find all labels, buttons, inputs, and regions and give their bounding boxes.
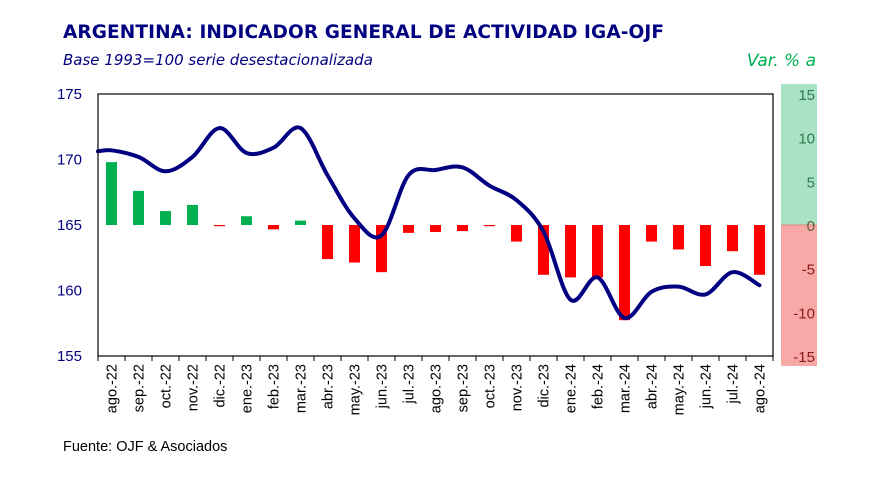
- x-axis: ago.-22 sep.-22 oct.-22 nov.-22 dic.-22 ene.-…: [97, 356, 774, 415]
- x-tick-label: ago.-22: [105, 364, 121, 413]
- bar: [457, 225, 468, 232]
- bar: [322, 225, 333, 260]
- bar: [241, 216, 252, 225]
- right-axis-band: [781, 84, 817, 366]
- right-tick-label: 10: [798, 131, 815, 148]
- bar: [133, 190, 144, 225]
- x-tick-label: dic.-23: [537, 364, 553, 408]
- x-tick-label: ene.-23: [240, 364, 256, 413]
- bar: [106, 162, 117, 225]
- x-tick-label: jun.-24: [699, 364, 715, 409]
- bar: [565, 225, 576, 278]
- x-tick-label: abr.-24: [645, 364, 661, 409]
- bar: [160, 211, 171, 225]
- left-tick-label: 170: [57, 152, 82, 169]
- left-tick-label: 165: [57, 217, 82, 234]
- band-negative: [781, 225, 817, 366]
- chart-title: ARGENTINA: INDICADOR GENERAL DE ACTIVIDA…: [63, 22, 665, 43]
- x-tick-label: dic.-22: [213, 364, 229, 408]
- x-tick-label: abr.-23: [321, 364, 337, 409]
- x-tick-label: sep.-23: [456, 364, 472, 412]
- right-tick-label: 15: [798, 87, 815, 104]
- bar: [295, 220, 306, 225]
- x-tick-label: feb.-24: [591, 364, 607, 409]
- left-tick-label: 155: [57, 348, 82, 365]
- x-tick-label: ene.-24: [564, 364, 580, 413]
- x-tick-label: oct.-23: [483, 364, 499, 408]
- right-tick-label: -15: [793, 349, 815, 366]
- chart-subtitle: Base 1993=100 serie desestacionalizada: [63, 51, 373, 69]
- x-tick-label: ago.-23: [429, 364, 445, 413]
- bar: [592, 225, 603, 278]
- source-note: Fuente: OJF & Asociados: [63, 439, 228, 455]
- bar: [511, 225, 522, 242]
- x-tick-label: mar.-24: [618, 364, 634, 413]
- x-tick-label: nov.-23: [510, 364, 526, 411]
- right-tick-label: -10: [793, 305, 815, 322]
- bar: [214, 225, 225, 227]
- x-tick-label: may.-23: [348, 364, 364, 415]
- x-tick-label: feb.-23: [267, 364, 283, 409]
- line-series: [96, 125, 762, 321]
- x-tick-label: oct.-22: [159, 364, 175, 408]
- x-tick-label: jul.-24: [726, 364, 742, 405]
- right-tick-label: -5: [802, 262, 815, 279]
- bar: [484, 225, 495, 227]
- right-tick-label: 0: [807, 218, 815, 235]
- left-axis-ticks: 175 170 165 160 155: [57, 86, 82, 365]
- bar-series: [106, 162, 765, 321]
- bar: [376, 225, 387, 273]
- right-axis-title: Var. % a: [746, 51, 816, 71]
- bar: [727, 225, 738, 252]
- bar: [187, 204, 198, 225]
- x-tick-label: may.-24: [672, 364, 688, 415]
- bar: [430, 225, 441, 232]
- x-tick-label: jun.-23: [375, 364, 391, 409]
- right-tick-label: 5: [807, 174, 815, 191]
- bar: [673, 225, 684, 250]
- bar: [700, 225, 711, 267]
- x-tick-label: mar.-23: [294, 364, 310, 413]
- x-tick-label: ago.-24: [753, 364, 769, 413]
- bar: [403, 225, 414, 233]
- bar: [268, 225, 279, 230]
- x-tick-label: sep.-22: [132, 364, 148, 412]
- x-tick-label: nov.-22: [186, 364, 202, 411]
- bar: [646, 225, 657, 242]
- bar: [754, 225, 765, 275]
- band-positive: [781, 84, 817, 225]
- left-tick-label: 175: [57, 86, 82, 103]
- left-tick-label: 160: [57, 283, 82, 300]
- bar: [538, 225, 549, 275]
- plot-frame: [97, 93, 774, 357]
- right-axis-ticks: 15 10 5 0 -5 -10 -15: [793, 87, 815, 366]
- bar: [619, 225, 630, 321]
- bar: [349, 225, 360, 263]
- x-tick-label: jul.-23: [402, 364, 418, 405]
